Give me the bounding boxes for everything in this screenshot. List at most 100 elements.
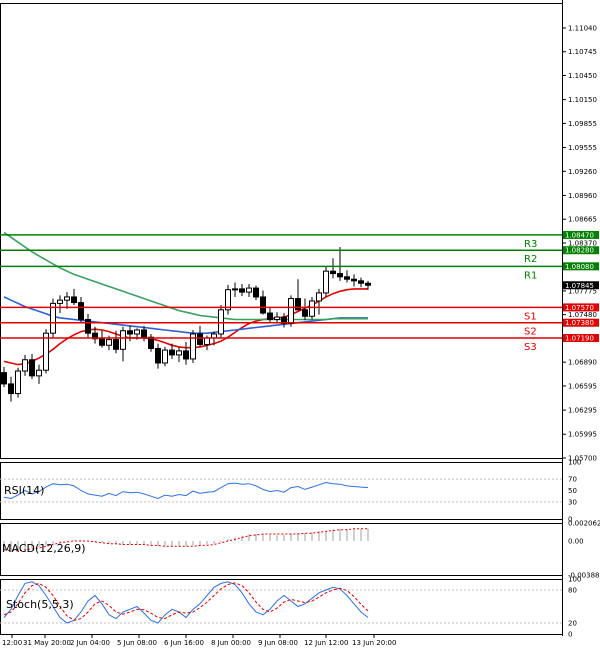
candle-body [358,280,364,284]
candle-body [57,299,63,304]
candle-body [1,372,7,385]
price-tick-label: 1.09260 [568,168,597,176]
level-price-tag-text: 1.08280 [565,247,594,255]
price-tick-label: 1.08370 [568,239,597,247]
macd-tick-label: -0.003885 [568,572,600,580]
time-tick-label: 9 Jun 08:00 [258,639,298,647]
stoch-pane-frame [0,579,563,635]
level-price-tag [563,230,599,239]
rsi-pane-frame [0,462,563,520]
candle-body [78,302,84,320]
price-tick-label: 1.11040 [568,24,597,32]
time-tick-label: 12 Jun 12:00 [304,639,348,647]
price-tick-label: 1.08665 [568,216,597,224]
candle-body [246,287,252,293]
candle-body [99,338,105,346]
candle-body [134,329,140,335]
macd-signal-line [3,528,368,552]
macd-tick-label: 0.00 [568,538,584,546]
time-tick-label: 5 Jun 08:00 [117,639,157,647]
candle-body [302,309,308,317]
candle-body [344,276,350,280]
price-tick-label: 1.06295 [568,407,597,415]
stoch-tick-label: 0 [568,631,572,639]
level-price-tag [563,262,599,271]
stoch-tick-label: 80 [568,587,577,595]
candle-body [106,339,112,346]
level-price-tag-text: 1.07190 [565,335,594,343]
level-price-tag-text: 1.07380 [565,319,594,327]
candle-body [183,350,189,360]
price-tick-label: 1.06595 [568,382,597,390]
candle-body [323,270,329,294]
time-tick-label: 31 May 20:00 [23,639,71,647]
macd-label: MACD(12,26,9) [2,542,86,555]
time-tick-label: 2 Jun 04:00 [70,639,110,647]
current-price-text: 1.07845 [565,282,594,290]
candle-body [141,329,147,338]
macd-tick-label: 0.002062 [568,520,600,528]
candle-body [162,349,168,364]
candle-body [309,300,315,317]
candle-body [204,337,210,345]
moving-average-line [3,296,368,335]
level-price-tag [563,334,599,343]
rsi-tick-label: 50 [568,487,577,495]
price-tick-label: 1.07775 [568,287,597,295]
candle-body [155,347,161,364]
price-tick-label: 1.07480 [568,311,597,319]
time-tick-label: 12:00 [2,639,22,647]
candle-body [218,309,224,335]
price-tick-label: 1.10150 [568,96,597,104]
price-tick-label: 1.10745 [568,48,597,56]
level-label-r1: R1 [524,270,537,281]
candle-body [225,289,231,311]
candle-body [71,296,77,304]
moving-average-line [3,231,368,321]
rsi-tick-label: 30 [568,498,577,506]
candle-body [22,359,28,372]
candle-body [260,296,266,314]
level-label-s3: S3 [524,342,537,353]
level-price-tag-text: 1.07570 [565,304,594,312]
candle-body [190,333,196,360]
candle-body [50,302,56,334]
candle-body [15,370,21,395]
candle-body [169,349,175,356]
candle-body [295,298,301,311]
candle-body [239,288,245,293]
price-tick-label: 1.06890 [568,359,597,367]
time-tick-label: 13 Jun 20:00 [352,639,396,647]
candle-body [127,330,133,335]
candle-body [351,278,357,282]
candle-body [253,287,259,298]
candle-body [330,270,336,275]
candle-body [29,359,35,377]
candle-body [316,292,322,302]
candle-body [365,282,371,286]
price-tick-label: 1.05995 [568,431,597,439]
candle-body [176,350,182,356]
price-pane-frame [0,3,563,459]
level-label-r3: R3 [524,239,537,250]
price-tick-label: 1.09555 [568,144,597,152]
price-tick-label: 1.05700 [568,455,597,463]
candle-body [197,333,203,345]
level-label-s1: S1 [524,311,537,322]
candle-body [64,296,70,301]
candle-body [113,339,119,350]
rsi-tick-label: 0 [568,516,572,524]
level-price-tag-text: 1.08470 [565,231,594,239]
candle-body [92,332,98,340]
candle-body [232,288,238,291]
level-label-s2: S2 [524,327,537,338]
rsi-label: RSI(14) [4,484,44,497]
candle-body [8,383,14,395]
price-tick-label: 1.10450 [568,72,597,80]
level-label-r2: R2 [524,254,537,265]
stoch-signal-line [3,582,369,621]
candle-body [148,336,154,349]
stoch-tick-label: 100 [568,576,581,584]
